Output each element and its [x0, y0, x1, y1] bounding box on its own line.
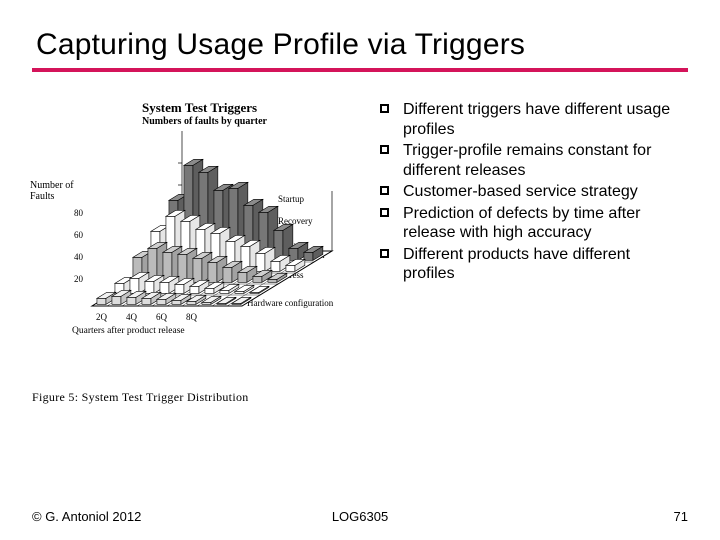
bullet-text: Different triggers have different usage … [403, 100, 680, 139]
square-bullet-icon [380, 249, 389, 258]
content-row: System Test TriggersNumbers of faults by… [32, 100, 688, 405]
slide-footer: © G. Antoniol 2012 LOG6305 71 [32, 509, 688, 524]
page-title: Capturing Usage Profile via Triggers [36, 28, 688, 62]
square-bullet-icon [380, 145, 389, 154]
footer-page-number: 71 [674, 509, 688, 524]
bullet-item: Different triggers have different usage … [380, 100, 680, 139]
figure-caption: Figure 5: System Test Trigger Distributi… [32, 390, 372, 405]
chart-svg [32, 100, 372, 350]
square-bullet-icon [380, 208, 389, 217]
title-rule [32, 68, 688, 72]
chart-column: System Test TriggersNumbers of faults by… [32, 100, 372, 405]
bullet-text: Prediction of defects by time after rele… [403, 204, 680, 243]
chart-3d-bar: System Test TriggersNumbers of faults by… [32, 100, 372, 350]
bullet-text: Customer-based service strategy [403, 182, 638, 202]
bullet-item: Customer-based service strategy [380, 182, 680, 202]
square-bullet-icon [380, 104, 389, 113]
bullet-column: Different triggers have different usage … [380, 100, 688, 405]
bullet-list: Different triggers have different usage … [380, 100, 680, 284]
footer-copyright: © G. Antoniol 2012 [32, 509, 141, 524]
bullet-item: Different products have different profil… [380, 245, 680, 284]
bullet-text: Trigger-profile remains constant for dif… [403, 141, 680, 180]
bullet-item: Prediction of defects by time after rele… [380, 204, 680, 243]
bullet-item: Trigger-profile remains constant for dif… [380, 141, 680, 180]
bullet-text: Different products have different profil… [403, 245, 680, 284]
square-bullet-icon [380, 186, 389, 195]
